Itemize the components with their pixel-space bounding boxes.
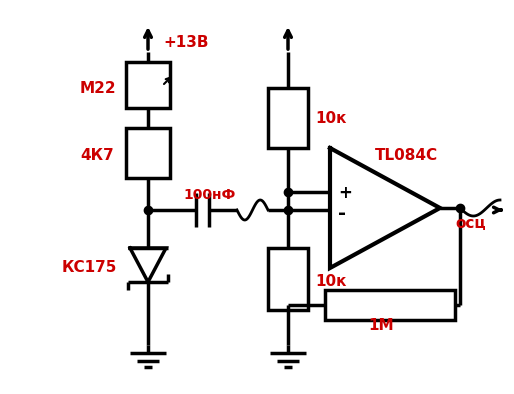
Text: осц: осц [455, 216, 486, 230]
Text: КС175: КС175 [62, 260, 117, 275]
Text: -: - [338, 203, 346, 223]
Text: +: + [338, 184, 352, 202]
Bar [268, 248, 308, 310]
Bar [126, 62, 170, 108]
Bar [325, 290, 455, 320]
Text: М22: М22 [80, 80, 117, 95]
Text: 100нФ: 100нФ [183, 188, 235, 202]
Bar [126, 128, 170, 178]
Bar [268, 88, 308, 148]
Text: 1М: 1М [368, 318, 394, 333]
Text: TL084C: TL084C [375, 147, 438, 162]
Text: 10к: 10к [315, 110, 346, 126]
Text: 4К7: 4К7 [80, 147, 114, 162]
Text: 10к: 10к [315, 275, 346, 290]
Text: +13В: +13В [163, 35, 209, 50]
